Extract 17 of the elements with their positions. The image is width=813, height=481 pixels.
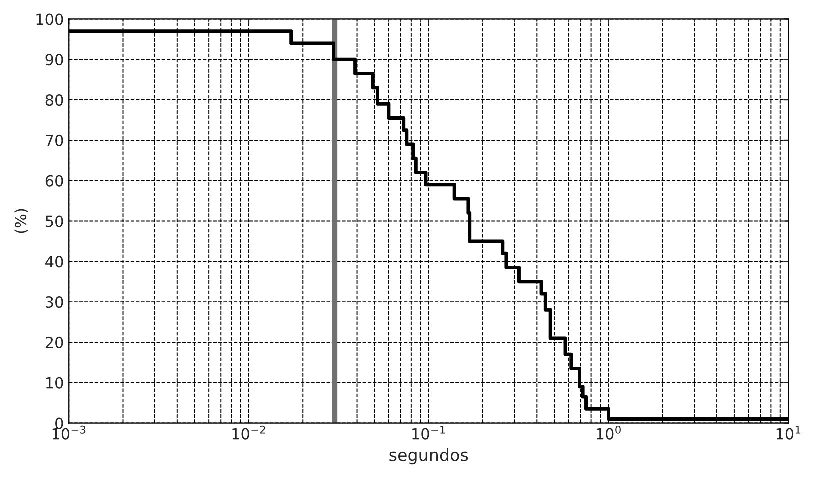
x-tick-label: 10$^{−2}$ xyxy=(232,426,266,440)
x-tick-label: 10$^{−1}$ xyxy=(412,426,446,440)
y-tick-label: 60 xyxy=(46,175,64,187)
x-tick-label: 10$^{0}$ xyxy=(596,426,621,440)
y-tick-label: 70 xyxy=(46,134,64,146)
y-tick-label: 20 xyxy=(46,336,64,348)
y-tick-label: 90 xyxy=(46,54,64,66)
y-axis-title: (%) xyxy=(14,209,28,234)
y-tick-label: 10 xyxy=(46,377,64,389)
y-tick-label: 0 xyxy=(56,418,64,430)
x-axis-title: segundos xyxy=(390,448,468,465)
y-tick-label: 100 xyxy=(36,14,64,26)
y-tick-label: 50 xyxy=(46,216,64,228)
y-tick-label: 40 xyxy=(46,256,64,268)
y-tick-label: 80 xyxy=(46,94,64,106)
y-tick-label: 30 xyxy=(46,296,64,308)
x-tick-label: 10$^{1}$ xyxy=(776,426,801,440)
